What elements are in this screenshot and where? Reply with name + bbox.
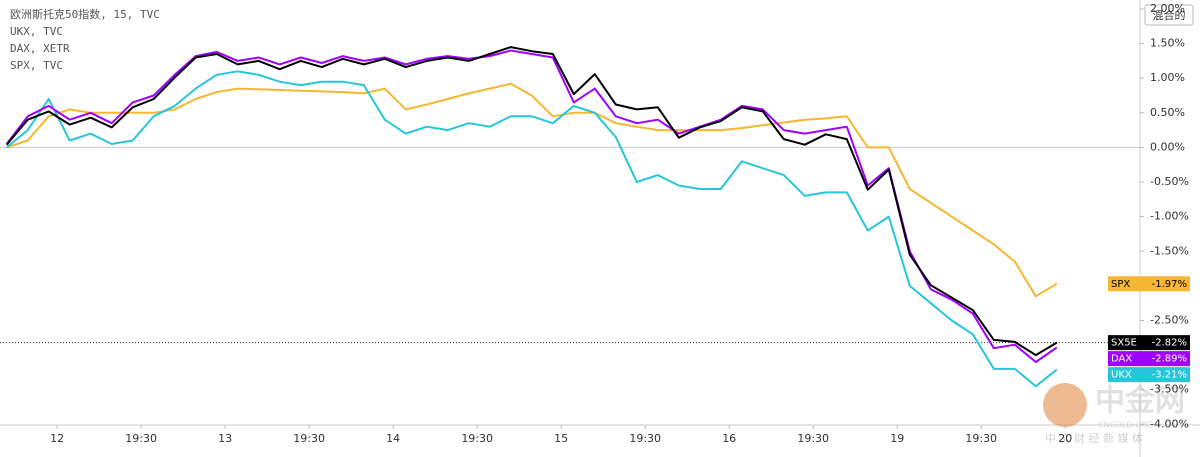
last-value-label: -2.82%: [1152, 338, 1187, 349]
y-tick-label: 1.50%: [1150, 37, 1185, 50]
legend-entry: 欧洲斯托克50指数, 15, TVC: [10, 7, 160, 21]
y-tick-label: 0.50%: [1150, 106, 1185, 119]
watermark-site: CNGOLD.ORG: [1098, 421, 1153, 430]
y-tick-label: 1.00%: [1150, 71, 1185, 84]
series-line: [5, 49, 1058, 363]
x-tick-label: 12: [50, 432, 64, 445]
x-tick-label: 14: [386, 432, 400, 445]
last-value-label: -1.97%: [1152, 279, 1187, 290]
last-value-tag: SPX -1.97%: [1108, 276, 1190, 292]
series-line: [6, 82, 1058, 298]
y-tick-label: 2.00%: [1150, 2, 1185, 15]
legend-entry: SPX, TVC: [10, 59, 63, 72]
y-tick-label: -0.50%: [1150, 175, 1189, 188]
last-value-tag: UKX -3.21%: [1108, 367, 1190, 383]
last-value-label: -2.89%: [1152, 354, 1187, 365]
y-tick-label: -4.00%: [1150, 417, 1189, 430]
x-tick-label: 15: [554, 432, 568, 445]
scale-mode-button[interactable]: [1144, 4, 1194, 26]
x-tick-label: 20: [1058, 432, 1072, 445]
x-tick-label: 19: [890, 432, 904, 445]
last-value-box: [1108, 367, 1190, 383]
x-tick-label: 19:30: [461, 432, 493, 445]
y-tick-label: -2.50%: [1150, 313, 1189, 326]
x-tick-label: 19:30: [965, 432, 997, 445]
legend-entry: UKX, TVC: [10, 25, 63, 38]
last-value-tag: SX5E -2.82%: [1108, 335, 1190, 351]
last-value-name: SPX: [1111, 279, 1130, 290]
watermark-logo: [1043, 383, 1087, 427]
last-value-name: UKX: [1111, 370, 1132, 381]
series-line: [6, 70, 1058, 388]
y-tick-label: 0.00%: [1150, 140, 1185, 153]
x-tick-label: 16: [722, 432, 736, 445]
y-tick-label: -1.00%: [1150, 210, 1189, 223]
x-tick-label: 19:30: [797, 432, 829, 445]
y-tick-label: -1.50%: [1150, 244, 1189, 257]
y-tick-label: -3.50%: [1150, 383, 1189, 396]
x-tick-label: 13: [218, 432, 232, 445]
legend: 欧洲斯托克50指数, 15, TVC UKX, TVC DAX, XETR SPX, …: [10, 7, 160, 72]
legend-entry: DAX, XETR: [10, 42, 70, 55]
last-value-box: [1108, 335, 1190, 351]
x-tick-label: 19:30: [293, 432, 325, 445]
x-tick-label: 19:30: [125, 432, 157, 445]
last-value-box: [1108, 351, 1190, 367]
last-value-label: -3.21%: [1152, 370, 1187, 381]
watermark: 中金网 CNGOLD.ORG 中 文 财 经 新 媒 体: [1043, 383, 1185, 445]
watermark-slogan: 中 文 财 经 新 媒 体: [1045, 431, 1143, 445]
last-value-name: SX5E: [1111, 338, 1137, 349]
x-tick-label: 19:30: [629, 432, 661, 445]
scale-mode-label: 混合的: [1153, 8, 1186, 22]
last-value-name: DAX: [1111, 354, 1132, 365]
series-line: [5, 46, 1058, 357]
last-value-box: [1108, 276, 1190, 292]
last-value-tag: DAX -2.89%: [1108, 351, 1190, 367]
